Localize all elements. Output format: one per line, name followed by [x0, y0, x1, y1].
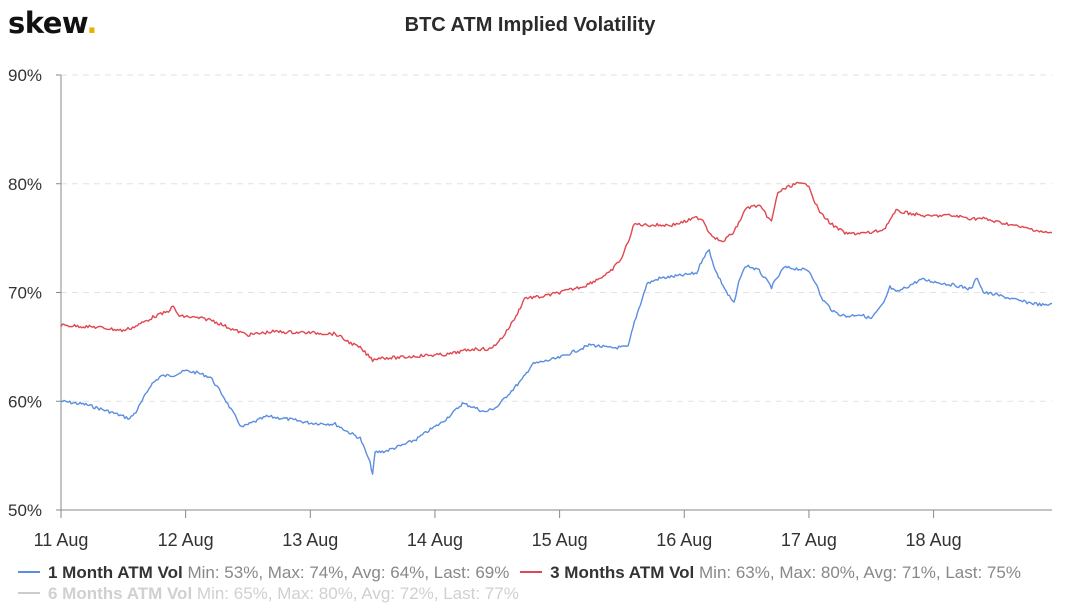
x-tick-label: 15 Aug [532, 530, 588, 550]
legend-item-1-month[interactable]: 1 Month ATM Vol Min: 53%, Max: 74%, Avg:… [18, 563, 509, 583]
x-tick-label: 11 Aug [34, 530, 89, 550]
legend-stats-6-months: Min: 65%, Max: 80%, Avg: 72%, Last: 77% [196, 584, 519, 603]
y-tick-label: 80% [8, 175, 42, 194]
y-tick-label: 50% [8, 501, 42, 520]
legend-row-2: 6 Months ATM Vol Min: 65%, Max: 80%, Avg… [18, 584, 525, 604]
series-line-3-months [60, 181, 1053, 363]
legend-swatch-3-months [520, 570, 543, 573]
x-tick-label: 12 Aug [158, 530, 214, 550]
y-tick-label: 70% [8, 284, 42, 303]
series-line-1-month [60, 248, 1053, 475]
skew-logo: skew. [8, 6, 97, 40]
x-tick-label: 14 Aug [407, 530, 463, 550]
y-tick-label: 60% [8, 392, 42, 411]
x-tick-label: 17 Aug [781, 530, 837, 550]
y-tick-label: 90% [8, 66, 42, 85]
legend-item-3-months[interactable]: 3 Months ATM Vol Min: 63%, Max: 80%, Avg… [520, 563, 1021, 583]
legend-item-6-months[interactable]: 6 Months ATM Vol Min: 65%, Max: 80%, Avg… [18, 584, 519, 604]
legend-label-1-month: 1 Month ATM Vol [48, 563, 183, 582]
chart-title: BTC ATM Implied Volatility [404, 14, 656, 36]
legend-stats-1-month: Min: 53%, Max: 74%, Avg: 64%, Last: 69% [187, 563, 510, 582]
legend-row-1: 1 Month ATM Vol Min: 53%, Max: 74%, Avg:… [18, 563, 1027, 583]
legend-swatch-6-months [18, 591, 40, 594]
legend-label-6-months: 6 Months ATM Vol [48, 584, 193, 603]
legend-label-3-months: 3 Months ATM Vol [550, 563, 695, 582]
x-tick-label: 13 Aug [282, 530, 338, 550]
x-tick-label: 16 Aug [656, 530, 712, 550]
legend-stats-3-months: Min: 63%, Max: 80%, Avg: 71%, Last: 75% [699, 563, 1021, 582]
legend-swatch-1-month [18, 570, 40, 573]
x-tick-label: 18 Aug [906, 530, 962, 550]
